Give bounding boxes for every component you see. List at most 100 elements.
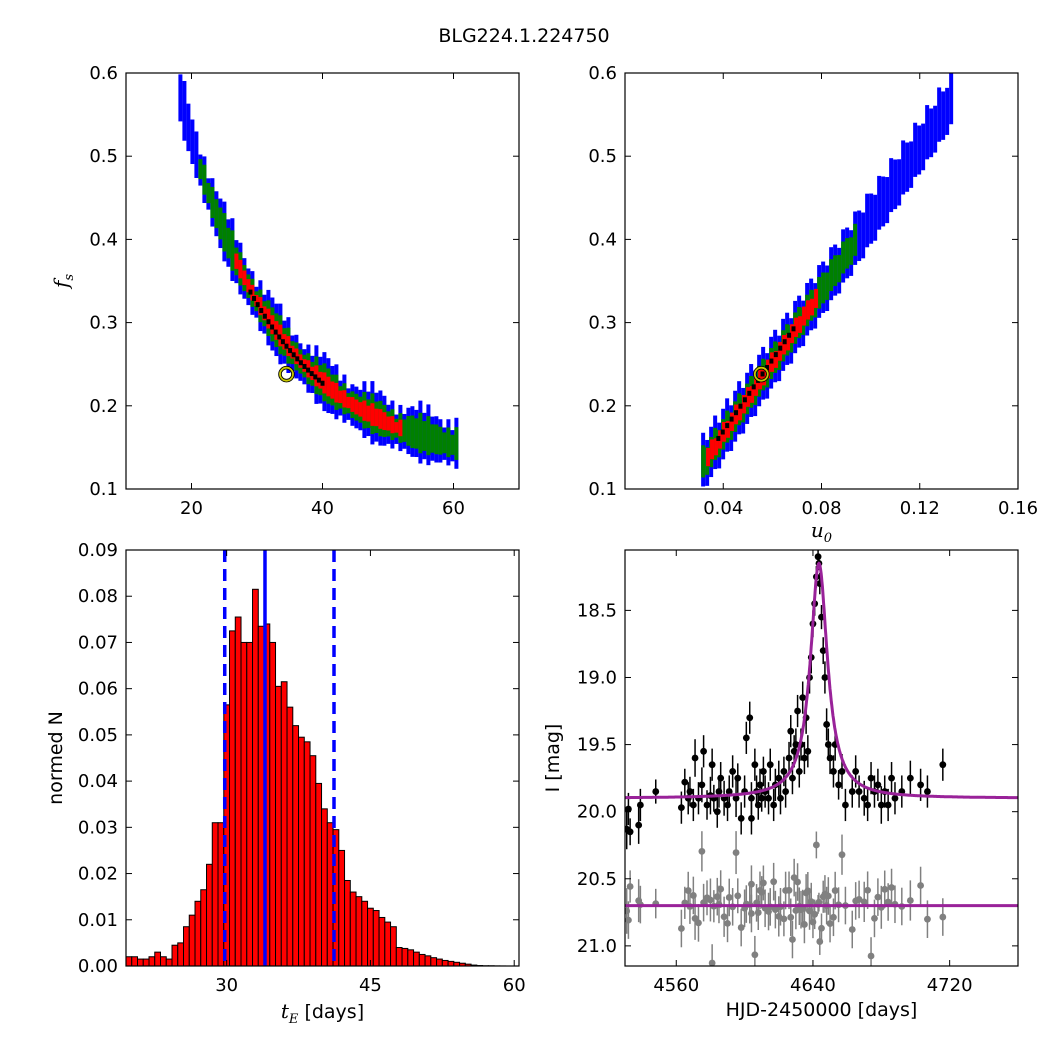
y-tick-label: 20.0 (577, 802, 617, 823)
mid-region (206, 183, 211, 204)
inner-region (738, 403, 743, 421)
outer-region (877, 175, 882, 230)
offset-point (771, 906, 779, 913)
offset-point (807, 898, 815, 906)
inner-region (786, 333, 791, 351)
inner-region (374, 408, 379, 427)
outer-region (194, 131, 199, 178)
histogram-bar (246, 641, 254, 967)
outer-region (186, 103, 191, 152)
data-point (734, 774, 742, 782)
mid-region (833, 255, 838, 286)
outer-region (889, 158, 894, 213)
outer-region (909, 141, 914, 188)
offset-point (725, 894, 733, 901)
y-tick-label: 0.3 (588, 313, 617, 334)
inner-region (794, 317, 799, 337)
core-cell (747, 390, 752, 396)
histogram-bar (326, 822, 334, 967)
core-cell (298, 360, 303, 366)
inner-region (242, 270, 247, 286)
histogram-bar (160, 956, 167, 967)
data-point (780, 768, 788, 775)
x-axis-label-sub: 0 (824, 531, 832, 546)
mid-region (198, 159, 203, 180)
histogram-bar (303, 741, 311, 967)
inner-region (258, 297, 263, 316)
x-axis-label-unit: [days] (298, 1001, 364, 1023)
mid-region (849, 237, 854, 265)
mid-region (218, 207, 223, 240)
data-point (814, 553, 822, 561)
data-point (775, 774, 783, 782)
mid-region (853, 223, 858, 256)
offset-point (881, 885, 889, 893)
mid-region (434, 424, 439, 455)
data-point (636, 801, 644, 809)
data-point (725, 788, 733, 795)
data-point (717, 774, 725, 782)
histogram-bar (349, 891, 357, 967)
inner-region (238, 259, 243, 279)
inner-region (254, 295, 259, 307)
x-axis-label: tE [days] (281, 999, 364, 1027)
core-cell (716, 435, 721, 441)
histogram-bar (344, 879, 351, 967)
histogram-bar (234, 616, 242, 967)
histogram-bar (367, 907, 374, 967)
offset-point (789, 936, 796, 943)
panel-te-histogram: 30 45 60 0.00 0.01 0.02 0.03 0.04 0.05 0.06 0.07 0.… (45, 540, 526, 1027)
histogram-bar (229, 630, 236, 967)
mid-region (422, 421, 427, 451)
core-cell (769, 358, 774, 364)
inner-region (754, 377, 759, 396)
offset-point (794, 878, 801, 886)
outer-region (917, 125, 922, 175)
core-cell (252, 295, 257, 301)
core-cell (280, 339, 285, 345)
histogram-bar (447, 960, 455, 967)
histogram-bar (171, 944, 179, 967)
histogram-bar (418, 953, 426, 967)
data-point (799, 694, 807, 702)
offset-point (751, 951, 759, 959)
offset-point (717, 885, 725, 893)
core-cell (288, 348, 293, 354)
x-tick-label: 30 (215, 975, 238, 996)
data-point (748, 814, 755, 822)
offset-point (737, 924, 745, 931)
y-tick-label: 0.09 (78, 540, 118, 561)
offset-point (626, 883, 634, 890)
offset-point (830, 913, 837, 921)
inner-region (234, 253, 239, 269)
inner-region (746, 387, 751, 407)
outer-region (937, 87, 942, 142)
y-tick-label: 0.2 (89, 396, 118, 417)
offset-point (864, 886, 872, 894)
inner-region (386, 416, 391, 431)
core-cell (782, 339, 787, 345)
mid-region (402, 419, 407, 442)
y-tick-label: 0.00 (78, 956, 118, 977)
data-point (635, 821, 643, 829)
data-point (795, 768, 803, 775)
x-tick-label: 0.16 (998, 498, 1038, 519)
data-point (867, 774, 875, 782)
histogram-bar (286, 706, 294, 967)
mid-region (438, 426, 443, 455)
offset-point (818, 924, 825, 932)
outer-region (190, 119, 195, 165)
histogram-bar (211, 822, 219, 967)
y-tick-label: 0.2 (588, 396, 617, 417)
y-tick-label: 0.5 (89, 146, 118, 167)
histogram-bar (436, 958, 443, 967)
offset-point (848, 926, 856, 933)
histogram-bar (252, 588, 259, 967)
outer-region (921, 123, 926, 171)
data-point (789, 774, 796, 782)
data-point (770, 801, 778, 809)
inner-region (358, 402, 363, 417)
mid-region (701, 445, 706, 478)
data-point (758, 794, 766, 802)
mid-region (226, 227, 231, 259)
